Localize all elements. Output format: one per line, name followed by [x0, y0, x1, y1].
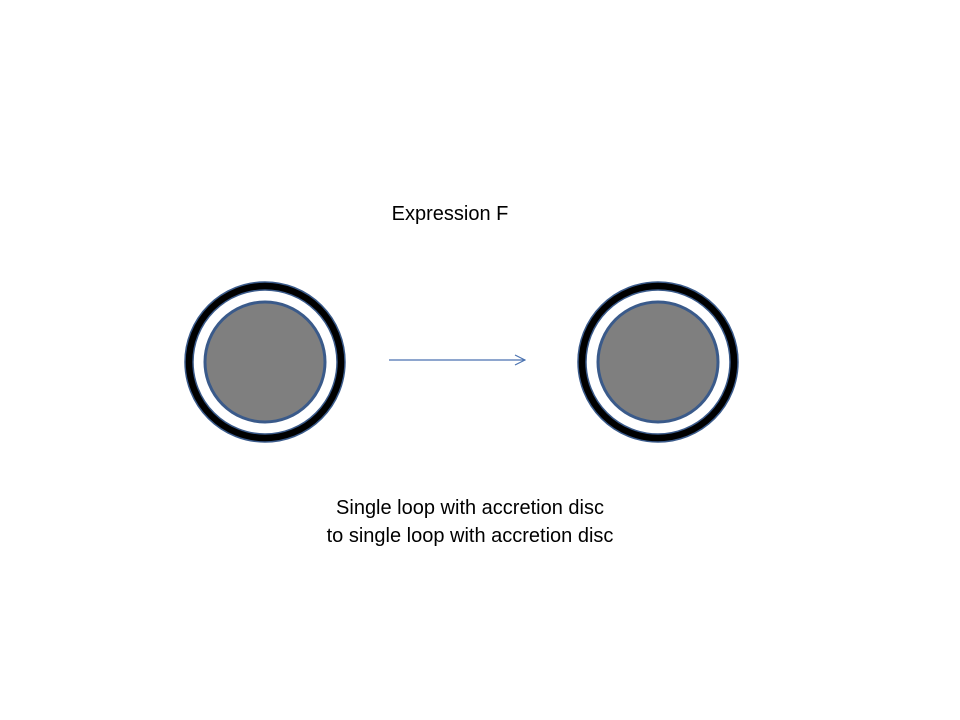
caption: Single loop with accretion disc to singl…: [250, 494, 690, 550]
right-inner-ring-edge: [585, 289, 731, 435]
left-core-disc: [203, 300, 327, 424]
caption-line-1: Single loop with accretion disc: [336, 497, 604, 519]
right-loop: [577, 281, 739, 443]
left-outer-ring-edge: [184, 281, 346, 443]
expression-title: Expression F: [391, 203, 509, 225]
left-inner-ring-edge: [192, 289, 338, 435]
right-core-disc: [596, 300, 720, 424]
right-outer-ring-edge: [577, 281, 739, 443]
left-loop: [184, 281, 346, 443]
caption-line-2: to single loop with accretion disc: [326, 525, 614, 547]
